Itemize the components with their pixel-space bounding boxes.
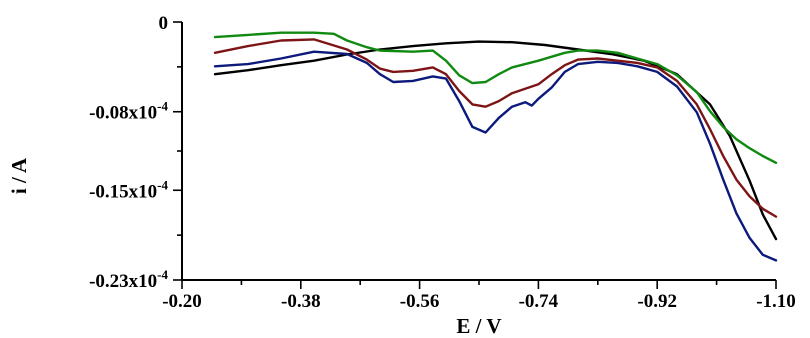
x-tick-label: -0.92 <box>637 291 677 312</box>
y-tick-label: -0.23x10-4 <box>89 267 168 292</box>
x-tick-label: -0.74 <box>519 291 559 312</box>
y-tick-label: 0 <box>159 13 169 34</box>
y-tick-label: -0.08x10-4 <box>89 99 168 124</box>
y-tick-label: -0.15x10-4 <box>89 177 168 202</box>
series-line-1 <box>213 40 778 241</box>
series-line-2 <box>213 50 778 262</box>
series-layer <box>213 31 778 262</box>
x-axis-title: E / V <box>456 314 501 338</box>
x-tick-label: -1.10 <box>756 291 796 312</box>
x-tick-label: -0.20 <box>162 291 202 312</box>
series-line-4 <box>213 31 778 165</box>
ticks-layer: -0.20 -0.38 -0.56 -0.74 -0.92 -1.10 0 -0.08x10-… <box>89 13 796 312</box>
series-line-3 <box>213 38 778 218</box>
x-tick-label: -0.56 <box>400 291 440 312</box>
y-axis-title: i / A <box>7 157 31 194</box>
x-tick-label: -0.38 <box>281 291 321 312</box>
